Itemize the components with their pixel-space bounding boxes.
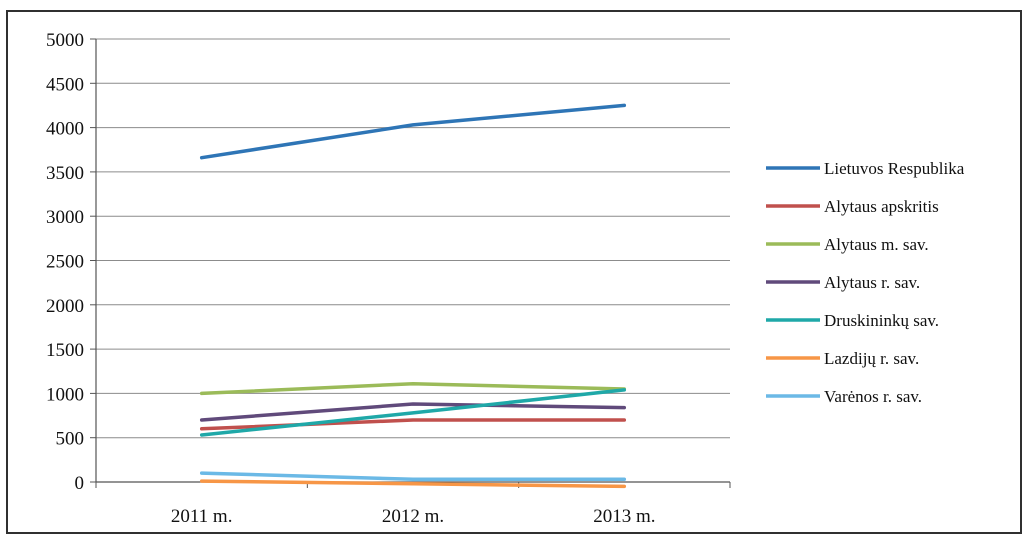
x-tick-label: 2013 m. [593, 506, 655, 527]
chart-frame [6, 10, 1022, 534]
legend-item: Druskininkų sav. [766, 311, 939, 330]
y-tick-label: 0 [75, 473, 85, 494]
legend-label: Lazdijų r. sav. [824, 349, 919, 368]
legend-label: Alytaus r. sav. [824, 273, 920, 292]
legend-item: Lazdijų r. sav. [766, 349, 919, 368]
y-tick-label: 4500 [46, 74, 84, 95]
legend-label: Lietuvos Respublika [824, 159, 965, 178]
series-lines [199, 103, 627, 489]
series-line-2 [199, 418, 627, 431]
legend-item: Alytaus r. sav. [766, 273, 920, 292]
series-line-4 [199, 402, 627, 422]
y-tick-label: 3500 [46, 163, 84, 184]
legend-label: Druskininkų sav. [824, 311, 939, 330]
x-tick-label: 2012 m. [382, 506, 444, 527]
series-line-3 [199, 381, 627, 396]
x-tick-label: 2011 m. [171, 506, 233, 527]
legend-item: Alytaus apskritis [766, 197, 939, 216]
series-line-1 [199, 103, 627, 160]
y-tick-label: 1500 [46, 340, 84, 361]
y-tick-label: 2000 [46, 296, 84, 317]
legend: Lietuvos Respublika Alytaus apskritis Alyt… [766, 159, 965, 406]
y-tick-label: 500 [56, 429, 85, 450]
legend-item: Alytaus m. sav. [766, 235, 929, 254]
y-tick-label: 2500 [46, 252, 84, 273]
y-tick-label: 5000 [46, 30, 84, 51]
legend-item: Varėnos r. sav. [766, 387, 922, 406]
series-line-6 [199, 479, 627, 489]
y-tick-label: 3000 [46, 207, 84, 228]
gridlines [96, 38, 730, 439]
legend-item: Lietuvos Respublika [766, 159, 965, 178]
series-line-7 [199, 471, 627, 482]
series-line-5 [199, 388, 627, 437]
legend-label: Alytaus apskritis [824, 197, 939, 216]
y-tick-label: 1000 [46, 384, 84, 405]
y-tick-label: 4000 [46, 119, 84, 140]
legend-label: Alytaus m. sav. [824, 235, 929, 254]
x-axis-tick-labels: 2011 m. 2012 m. 2013 m. [171, 506, 656, 527]
legend-label: Varėnos r. sav. [824, 387, 922, 406]
y-axis-tick-labels: 0 500 1000 1500 2000 2500 3000 3500 4000 4500 5000 [46, 30, 84, 494]
